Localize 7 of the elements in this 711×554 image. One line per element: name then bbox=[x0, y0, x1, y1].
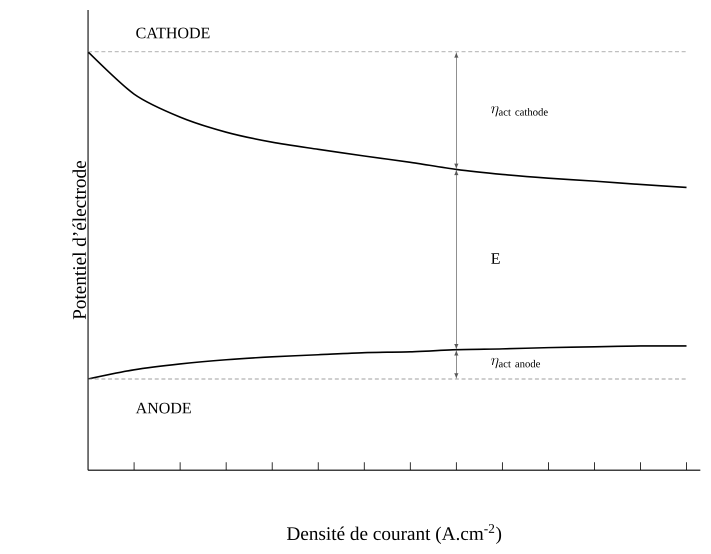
annotation: ANODE bbox=[136, 402, 191, 414]
annotation: $\eta_{\mathrm{act\ anode}}$ bbox=[491, 358, 540, 368]
x-axis-title: Densité de courant (A.cm$^{-2}$) bbox=[286, 524, 502, 544]
annotation: $\eta_{\mathrm{act\ cathode}}$ bbox=[491, 106, 548, 116]
text: CATHODE bbox=[136, 28, 210, 38]
annotation: E bbox=[491, 253, 500, 264]
y-axis-title: Potentiel d’électrode bbox=[72, 160, 86, 320]
